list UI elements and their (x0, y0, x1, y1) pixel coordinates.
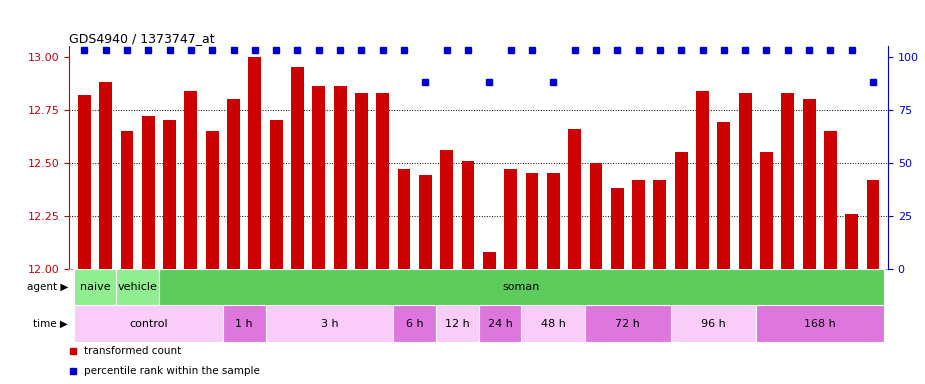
Text: 6 h: 6 h (406, 318, 424, 329)
Bar (78, 95, 91, 269)
Text: 72 h: 72 h (615, 318, 640, 329)
Bar (697, 91, 709, 269)
Bar (547, 173, 560, 269)
Text: vehicle: vehicle (117, 282, 157, 292)
Bar (653, 180, 666, 269)
Text: 3 h: 3 h (321, 318, 339, 329)
Bar (334, 86, 347, 269)
Text: naive: naive (80, 282, 110, 292)
Bar (249, 57, 261, 269)
Bar (675, 152, 687, 269)
Bar (163, 120, 176, 269)
Text: time ▶: time ▶ (33, 318, 68, 329)
Bar (671, 305, 756, 342)
Bar (159, 269, 883, 305)
Bar (440, 150, 453, 269)
Bar (270, 120, 282, 269)
Text: 96 h: 96 h (701, 318, 725, 329)
Bar (117, 269, 159, 305)
Bar (291, 67, 304, 269)
Bar (632, 180, 645, 269)
Bar (74, 269, 117, 305)
Bar (522, 305, 586, 342)
Bar (568, 129, 581, 269)
Bar (436, 305, 479, 342)
Text: transformed count: transformed count (84, 346, 181, 356)
Bar (589, 163, 602, 269)
Bar (483, 252, 496, 269)
Bar (462, 161, 475, 269)
Bar (760, 152, 773, 269)
Bar (824, 131, 837, 269)
Bar (205, 131, 218, 269)
Bar (718, 122, 730, 269)
Bar (525, 173, 538, 269)
Text: agent ▶: agent ▶ (27, 282, 68, 292)
Bar (74, 305, 223, 342)
Bar (223, 305, 265, 342)
Text: GDS4940 / 1373747_at: GDS4940 / 1373747_at (69, 32, 215, 45)
Text: soman: soman (502, 282, 540, 292)
Text: 168 h: 168 h (804, 318, 835, 329)
Bar (228, 99, 240, 269)
Bar (739, 93, 751, 269)
Bar (782, 93, 795, 269)
Bar (610, 188, 623, 269)
Bar (142, 116, 154, 269)
Bar (376, 93, 389, 269)
Bar (313, 86, 326, 269)
Bar (99, 82, 112, 269)
Text: control: control (129, 318, 167, 329)
Text: 48 h: 48 h (541, 318, 566, 329)
Bar (184, 91, 197, 269)
Bar (355, 93, 368, 269)
Bar (265, 305, 393, 342)
Text: percentile rank within the sample: percentile rank within the sample (84, 366, 260, 376)
Bar (803, 99, 816, 269)
Text: 24 h: 24 h (487, 318, 512, 329)
Bar (120, 131, 133, 269)
Text: 1 h: 1 h (235, 318, 253, 329)
Bar (419, 175, 432, 269)
Text: 12 h: 12 h (445, 318, 470, 329)
Bar (479, 305, 522, 342)
Bar (867, 180, 880, 269)
Bar (845, 214, 858, 269)
Bar (398, 169, 411, 269)
Bar (586, 305, 671, 342)
Bar (504, 169, 517, 269)
Bar (393, 305, 436, 342)
Bar (756, 305, 883, 342)
